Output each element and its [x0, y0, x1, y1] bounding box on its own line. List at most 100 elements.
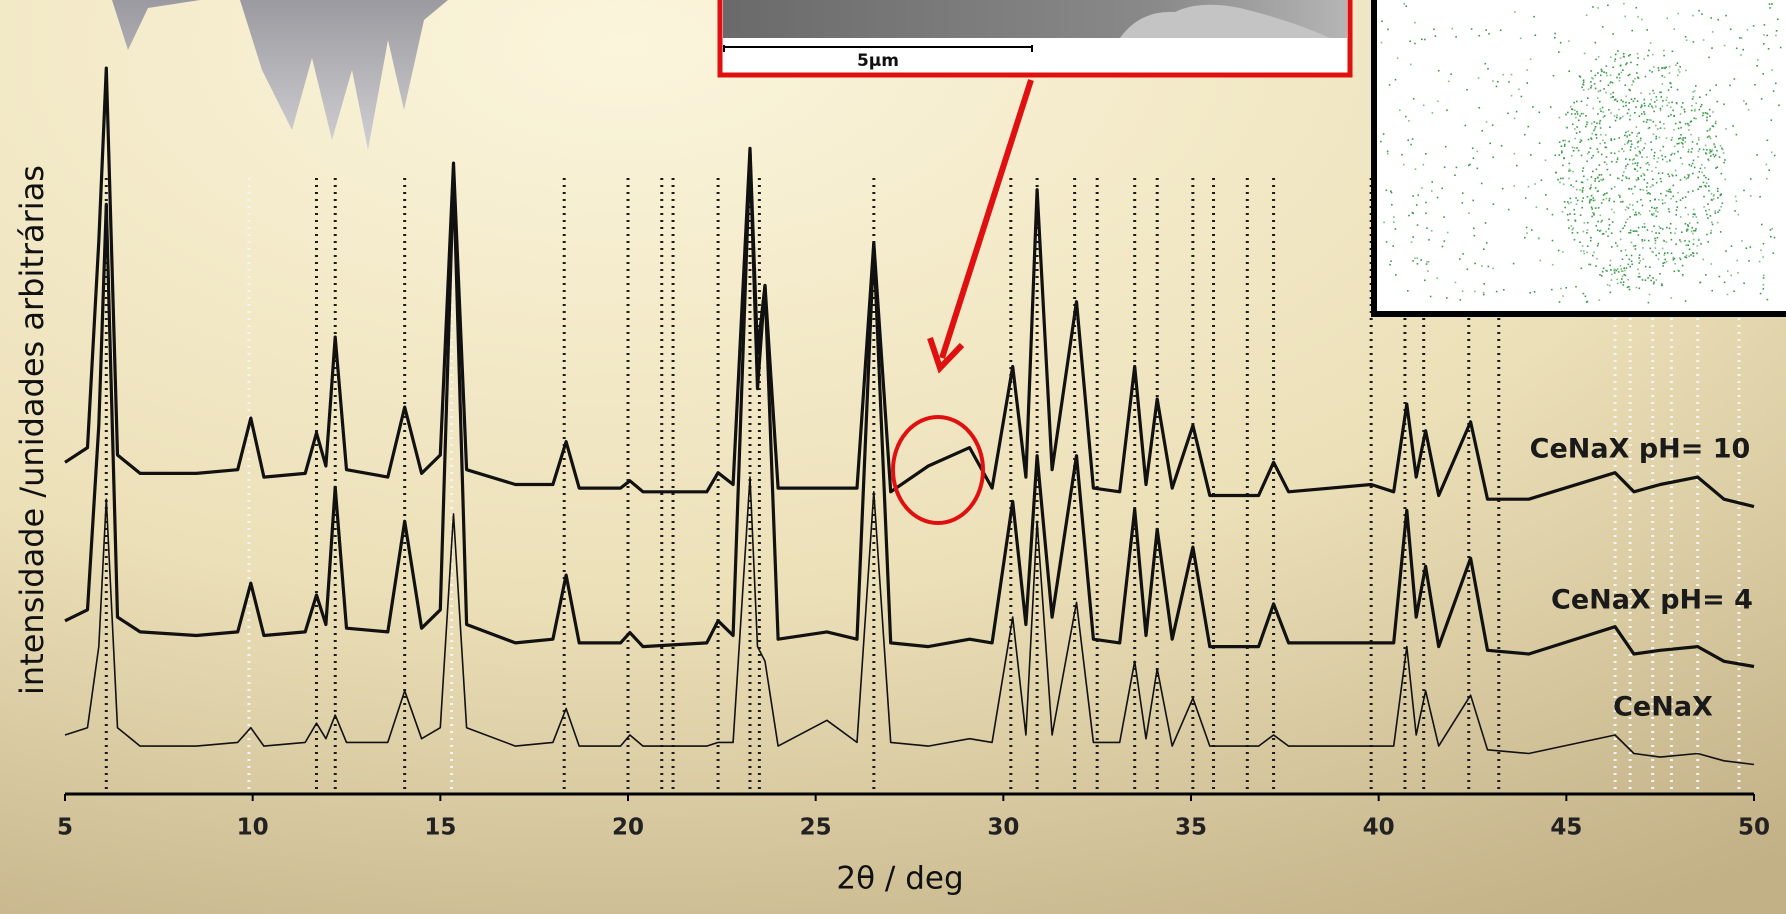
map-dot	[1713, 194, 1715, 196]
map-dot	[1558, 51, 1560, 53]
map-dot	[1766, 177, 1768, 180]
map-dot	[1601, 270, 1604, 273]
map-dot	[1597, 90, 1600, 93]
map-dot	[1699, 185, 1701, 188]
series-line	[64, 476, 1755, 766]
map-dot	[1469, 163, 1471, 166]
map-dot	[1594, 127, 1596, 130]
map-dot	[1686, 228, 1688, 230]
map-dot	[1443, 240, 1446, 242]
map-dot	[1637, 177, 1639, 179]
map-dot	[1739, 37, 1741, 39]
map-dot	[1618, 108, 1620, 111]
map-dot	[1717, 197, 1719, 199]
map-dot	[1594, 178, 1597, 180]
map-dot	[1422, 163, 1425, 166]
map-dot	[1719, 231, 1722, 233]
x-tick-label: 45	[1550, 815, 1582, 841]
map-dot	[1713, 144, 1716, 146]
map-dot	[1601, 26, 1604, 28]
map-dot	[1640, 106, 1642, 109]
map-dot	[1775, 82, 1777, 85]
map-dot	[1629, 114, 1632, 117]
map-dot	[1652, 282, 1655, 285]
map-dot	[1695, 228, 1697, 230]
map-dot	[1561, 151, 1563, 154]
map-dot	[1592, 170, 1594, 173]
map-dot	[1534, 34, 1537, 36]
map-dot	[1446, 109, 1448, 111]
map-dot	[1568, 70, 1570, 72]
map-dot	[1583, 222, 1586, 224]
map-dot	[1568, 40, 1570, 42]
map-dot	[1622, 105, 1625, 108]
map-dot	[1646, 119, 1649, 121]
map-dot	[1627, 278, 1629, 281]
map-dot	[1403, 3, 1405, 5]
map-dot	[1740, 54, 1742, 56]
map-dot	[1441, 187, 1443, 190]
map-dot	[1590, 236, 1592, 239]
map-inset	[1371, 0, 1786, 317]
map-dot	[1388, 84, 1391, 86]
map-dot	[1698, 171, 1701, 173]
map-dot	[1712, 198, 1715, 200]
map-dot	[1625, 131, 1627, 134]
map-dot	[1565, 287, 1567, 289]
map-dot	[1651, 170, 1653, 172]
map-dot	[1692, 41, 1695, 43]
map-dot	[1635, 126, 1638, 128]
map-dot	[1634, 77, 1636, 80]
map-dot	[1675, 174, 1678, 177]
map-dot	[1626, 218, 1629, 220]
map-dot	[1634, 97, 1636, 100]
map-dot	[1641, 279, 1644, 281]
map-dot	[1646, 182, 1649, 184]
map-dot	[1380, 41, 1383, 44]
map-dot	[1635, 230, 1638, 233]
map-dot	[1630, 188, 1633, 190]
map-dot	[1500, 145, 1503, 147]
map-dot	[1684, 141, 1687, 143]
map-dot	[1684, 240, 1686, 242]
map-dot	[1610, 232, 1613, 234]
map-dot	[1563, 157, 1565, 159]
map-dot	[1626, 286, 1629, 289]
map-dot	[1612, 91, 1614, 94]
map-dot	[1570, 201, 1572, 204]
map-dot	[1399, 109, 1401, 112]
map-dot	[1715, 84, 1717, 86]
map-dot	[1723, 161, 1725, 164]
map-dot	[1601, 70, 1603, 72]
map-dot	[1730, 274, 1732, 277]
map-dot	[1679, 258, 1682, 261]
map-dot	[1691, 252, 1694, 254]
map-dot	[1607, 228, 1610, 230]
map-dot	[1639, 276, 1641, 278]
map-dot	[1586, 104, 1588, 106]
map-dot	[1705, 93, 1708, 96]
map-dot	[1719, 145, 1722, 147]
map-dot	[1483, 283, 1485, 285]
map-dot	[1665, 194, 1667, 197]
map-dot	[1586, 300, 1589, 303]
map-dot	[1779, 46, 1782, 49]
map-dot	[1620, 71, 1623, 74]
map-dot	[1653, 212, 1655, 215]
map-dot	[1601, 233, 1604, 235]
map-dot	[1539, 259, 1542, 262]
map-dot	[1603, 88, 1605, 90]
map-dot	[1632, 245, 1635, 247]
map-dot	[1595, 168, 1598, 171]
map-dot	[1513, 185, 1515, 187]
map-dot	[1730, 245, 1733, 247]
map-dot	[1720, 193, 1722, 195]
map-dot	[1653, 151, 1656, 154]
map-dot	[1390, 191, 1393, 194]
map-dot	[1650, 119, 1652, 121]
map-dot	[1672, 256, 1674, 259]
map-dot	[1696, 245, 1699, 247]
map-dot	[1770, 119, 1773, 121]
map-dot	[1654, 247, 1657, 249]
map-dot	[1628, 73, 1631, 76]
